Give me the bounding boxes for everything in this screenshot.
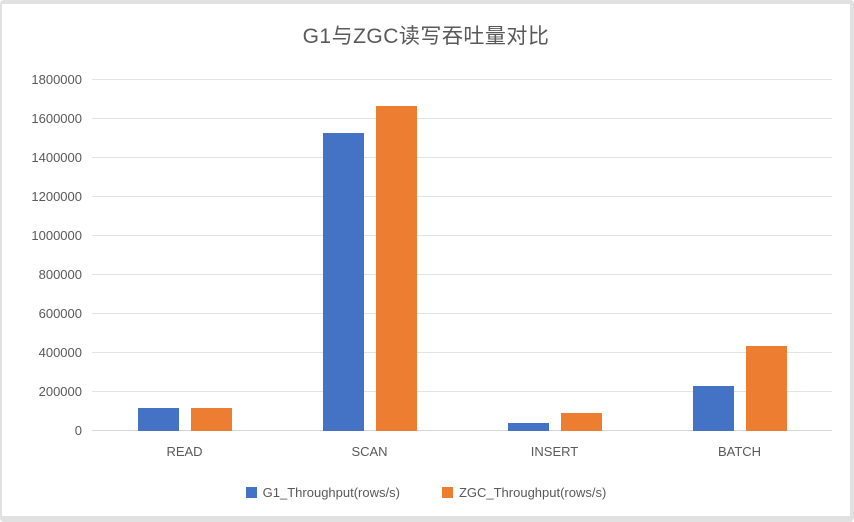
gridline bbox=[92, 235, 832, 236]
x-axis-labels: READ SCAN INSERT BATCH bbox=[92, 444, 832, 459]
gridline bbox=[92, 118, 832, 119]
bar-group-read bbox=[92, 80, 277, 431]
chart-title: G1与ZGC读写吞吐量对比 bbox=[302, 25, 550, 48]
gridline bbox=[92, 313, 832, 314]
y-tick-label: 1000000 bbox=[31, 228, 82, 243]
bar-zgc-read bbox=[190, 407, 232, 431]
x-tick-label-scan: SCAN bbox=[351, 444, 388, 459]
x-tick-label-batch: BATCH bbox=[717, 444, 762, 459]
bar-group-insert bbox=[462, 80, 647, 431]
bar-zgc-insert bbox=[560, 413, 602, 431]
x-tick-label-read: READ bbox=[166, 444, 203, 459]
bar-g1-scan bbox=[322, 132, 364, 431]
legend-item-zgc: ZGC_Throughput(rows/s) bbox=[441, 485, 607, 500]
bar-g1-read bbox=[137, 407, 179, 431]
x-tick-label-insert: INSERT bbox=[530, 444, 579, 459]
bar-zgc-batch bbox=[745, 346, 787, 431]
gridline bbox=[92, 274, 832, 275]
y-tick-label: 400000 bbox=[38, 345, 82, 360]
legend-label: ZGC_Throughput(rows/s) bbox=[458, 485, 607, 500]
bar-g1-batch bbox=[692, 386, 734, 431]
bar-groups bbox=[92, 80, 832, 431]
plot-area: 0 200000 400000 600000 800000 1000000 1200000 1… bbox=[31, 73, 832, 438]
bar-group-batch bbox=[647, 80, 832, 431]
bar-g1-insert bbox=[507, 423, 549, 431]
y-tick-label: 1600000 bbox=[31, 111, 82, 126]
x-axis-line bbox=[92, 430, 832, 431]
y-tick-label: 0 bbox=[74, 423, 82, 438]
legend-item-g1: G1_Throughput(rows/s) bbox=[245, 485, 400, 500]
gridline bbox=[92, 79, 832, 80]
gridline bbox=[92, 196, 832, 197]
y-tick-label: 1400000 bbox=[31, 150, 82, 165]
y-tick-label: 1200000 bbox=[31, 189, 82, 204]
bar-group-scan bbox=[277, 80, 462, 431]
legend-label: G1_Throughput(rows/s) bbox=[262, 485, 400, 500]
legend-swatch-icon bbox=[441, 487, 453, 498]
gridline bbox=[92, 352, 832, 353]
gridline bbox=[92, 391, 832, 392]
y-tick-label: 1800000 bbox=[31, 72, 82, 87]
legend: G1_Throughput(rows/s) ZGC_Throughput(rows… bbox=[2, 485, 850, 500]
y-tick-label: 200000 bbox=[38, 384, 82, 399]
bar-zgc-scan bbox=[375, 106, 417, 431]
y-tick-label: 800000 bbox=[38, 267, 82, 282]
legend-swatch-icon bbox=[245, 487, 257, 498]
y-tick-label: 600000 bbox=[38, 306, 82, 321]
gridline bbox=[92, 157, 832, 158]
